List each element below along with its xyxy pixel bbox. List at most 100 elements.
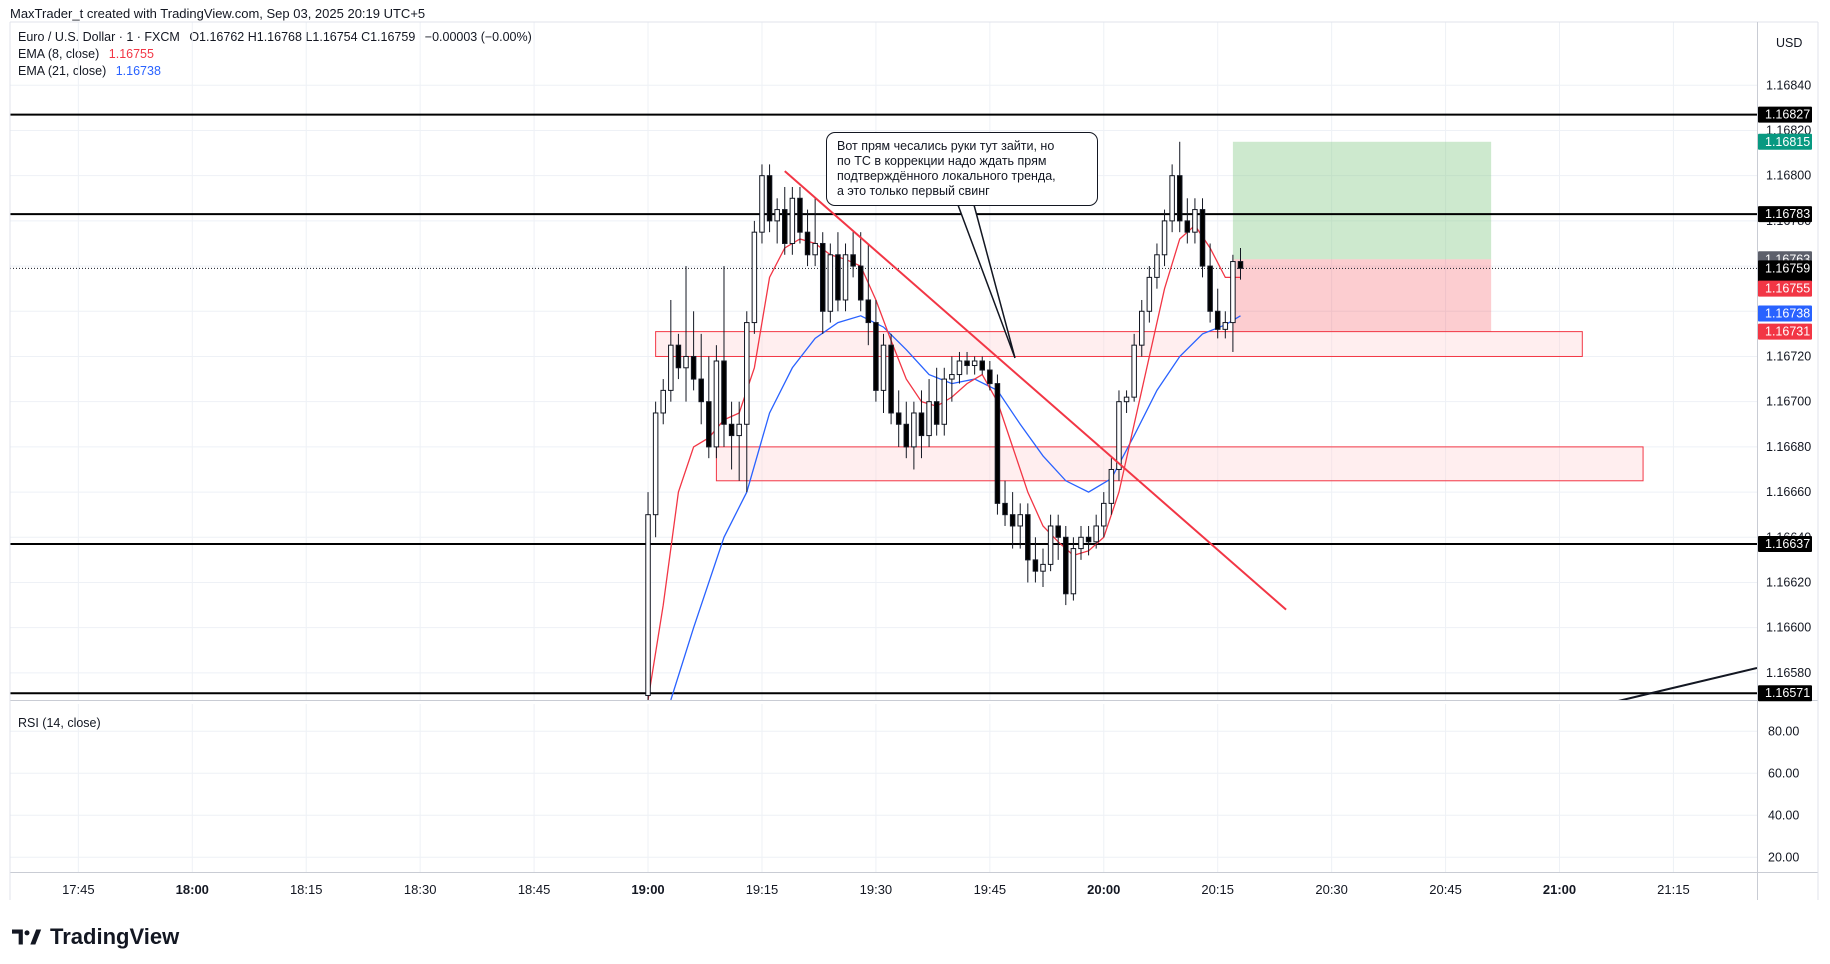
time-tick-label: 18:15 <box>290 882 323 897</box>
time-tick-label: 20:15 <box>1201 882 1234 897</box>
candle-body-up <box>1101 502 1107 527</box>
candle <box>660 379 666 425</box>
annotation-line: Вот прям чесались руки тут зайти, но <box>837 139 1055 153</box>
candle <box>759 164 765 244</box>
candle-body-down <box>1002 502 1008 516</box>
candle-body-down <box>1199 209 1206 267</box>
rsi-tick-label: 80.00 <box>1768 724 1799 738</box>
candle-body-up <box>774 209 780 222</box>
candle <box>812 198 818 267</box>
rsi-label[interactable]: RSI (14, close) <box>18 716 101 730</box>
ohlc-high: H1.16768 <box>247 30 302 44</box>
chart-credit: MaxTrader_t created with TradingView.com… <box>10 6 426 21</box>
price-badge: 1.16731 <box>1758 323 1812 340</box>
price-badge-bg <box>1758 323 1812 340</box>
candle-body-up <box>1040 563 1046 572</box>
candle-body-up <box>1154 254 1160 278</box>
symbol-legend: Euro / U.S. Dollar · 1 · FXCM O1.16762 H… <box>18 30 532 44</box>
brand-name: TradingView <box>50 924 180 949</box>
price-badge-bg <box>1758 685 1812 702</box>
price-chart[interactable]: 17:45 18:00 18:15 18:30 18:45 19:00 19:15 19:30… <box>0 0 1830 900</box>
axes: 17:45 18:00 18:15 18:30 18:45 19:00 19:15 19:30… <box>9 21 1819 900</box>
candle <box>1002 480 1008 526</box>
candle-body-up <box>971 360 978 367</box>
tradingview-logo-icon <box>12 929 42 945</box>
candle-body-down <box>835 254 841 301</box>
candle-body-up <box>1078 536 1084 550</box>
candle <box>835 232 841 312</box>
candle-body-down <box>766 175 773 222</box>
candle-body-down <box>1025 514 1031 561</box>
candle-body-down <box>1063 536 1069 595</box>
candle <box>1108 458 1115 515</box>
price-badge-bg <box>1758 280 1812 297</box>
candle-body-up <box>660 389 666 414</box>
chart-grid <box>10 22 1757 872</box>
candle-body-up <box>1131 344 1137 398</box>
annotation-line: по ТС в коррекции надо ждать прям <box>837 154 1047 168</box>
candle <box>926 379 932 447</box>
candle-body-up <box>827 254 834 312</box>
candle-body-down <box>873 322 879 391</box>
candle <box>1222 311 1229 339</box>
candle-body-down <box>918 412 925 437</box>
tradingview-brand: TradingView <box>12 924 179 950</box>
candle <box>933 367 940 436</box>
candle <box>789 186 796 255</box>
candle <box>1207 243 1213 323</box>
candle-body-down <box>895 412 902 425</box>
drawings <box>784 170 1757 700</box>
candle-body-up <box>1192 209 1198 233</box>
candle-body-down <box>1176 175 1183 222</box>
candle <box>751 220 758 334</box>
price-badge-label: 1.16738 <box>1765 307 1810 321</box>
candle <box>1123 390 1130 413</box>
candle <box>949 356 955 402</box>
ema8-label: EMA (8, close) <box>18 47 100 61</box>
candle <box>857 232 864 312</box>
candle-body-down <box>1009 514 1016 527</box>
candle <box>1184 198 1191 244</box>
candle-body-up <box>1108 468 1115 504</box>
currency-label[interactable]: USD <box>1776 36 1803 50</box>
price-tick-label: 1.16700 <box>1766 395 1811 409</box>
candle <box>736 401 742 481</box>
candle-body-up <box>1047 525 1054 565</box>
time-tick-label: 19:45 <box>974 882 1007 897</box>
candle <box>766 164 773 233</box>
candle-body-down <box>903 423 910 448</box>
price-badge: 1.16783 <box>1758 206 1812 223</box>
annotation-callout[interactable]: Вот прям чесались руки тут зайти, но по … <box>826 132 1098 206</box>
candle <box>713 345 720 459</box>
ema8-legend[interactable]: EMA (8, close) 1.16755 <box>18 47 154 61</box>
candle-body-up <box>1146 276 1153 312</box>
candle-body-down <box>1237 261 1244 269</box>
candle-body-up <box>926 401 932 437</box>
resistance-zone-lower <box>715 446 1644 482</box>
candle-body-down <box>804 231 811 256</box>
ema21-label: EMA (21, close) <box>18 64 107 78</box>
candle-body-up <box>1017 514 1023 527</box>
candle-body-up <box>759 175 765 233</box>
symbol-name: Euro / U.S. Dollar · 1 · FXCM <box>18 30 180 44</box>
candle <box>873 299 879 402</box>
candle <box>1055 514 1061 560</box>
candle <box>971 356 978 375</box>
time-tick-label: 19:00 <box>631 882 664 897</box>
ema21-legend[interactable]: EMA (21, close) 1.16738 <box>18 64 161 78</box>
candle-body-up <box>1093 525 1099 543</box>
candle <box>941 367 948 436</box>
candle-body-up <box>1230 261 1236 324</box>
time-tick-label: 20:45 <box>1429 882 1462 897</box>
candle <box>827 243 834 323</box>
rsi-tick-label: 60.00 <box>1768 766 1799 780</box>
candle-body-up <box>652 412 659 516</box>
ohlc-open: O1.16762 <box>189 30 245 44</box>
candle-body-down <box>690 355 697 380</box>
candle-body-up <box>668 344 674 391</box>
price-tick-label: 1.16620 <box>1766 575 1811 589</box>
candle-body-up <box>842 254 849 301</box>
horizontal-levels <box>10 113 1757 695</box>
candle <box>675 333 682 380</box>
annotation-line: подтверждённого локального тренда, <box>837 169 1056 183</box>
